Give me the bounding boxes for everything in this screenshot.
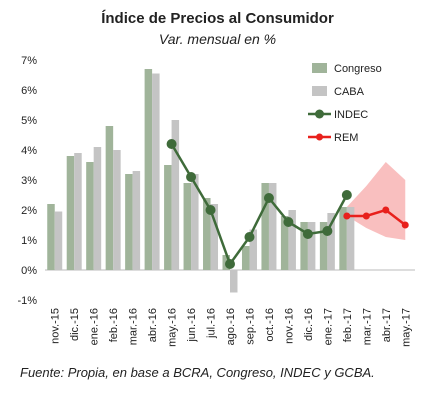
point-indec — [283, 217, 294, 227]
bar-caba — [152, 73, 160, 270]
x-tick-label: nov.-16 — [283, 308, 295, 344]
bar-caba — [113, 150, 121, 270]
point-rem — [362, 212, 370, 220]
bar-congreso — [164, 165, 172, 270]
y-tick-label: 2% — [21, 205, 37, 217]
x-tick-label: jun.-16 — [186, 308, 198, 343]
bar-congreso — [339, 207, 347, 270]
bar-caba — [191, 174, 199, 270]
bar-caba — [132, 171, 141, 270]
point-indec — [263, 193, 274, 203]
bar-congreso — [300, 222, 308, 270]
point-rem — [343, 212, 351, 220]
point-indec — [225, 259, 235, 269]
x-tick-label: oct.-16 — [264, 308, 276, 342]
legend-label-rem: REM — [334, 132, 358, 144]
x-tick-label: ene.-17 — [322, 308, 334, 345]
y-tick-label: 4% — [21, 145, 37, 157]
rem-band — [346, 162, 406, 240]
bar-congreso — [105, 126, 114, 270]
bar-caba — [249, 229, 257, 270]
point-indec — [302, 229, 313, 239]
bar-congreso — [125, 174, 133, 270]
bar-congreso — [280, 216, 289, 270]
point-indec — [166, 139, 177, 149]
x-tick-label: dic.-16 — [303, 308, 315, 341]
bar-caba — [210, 204, 219, 270]
x-tick-label: mar.-17 — [361, 308, 373, 345]
point-indec — [244, 232, 255, 242]
bar-caba — [307, 222, 316, 270]
chart-subtitle: Var. mensual en % — [158, 31, 277, 47]
x-tick-label: may.-16 — [167, 308, 179, 347]
bar-caba — [171, 120, 180, 270]
x-tick-label: mar.-16 — [128, 308, 140, 345]
x-tick-label: nov.-15 — [50, 308, 62, 344]
x-tick-label: abr.-16 — [147, 308, 159, 342]
y-tick-label: 6% — [21, 85, 37, 97]
x-tick-label: abr.-17 — [381, 308, 393, 342]
legend-label-congreso: Congreso — [334, 63, 382, 75]
x-tick-label: feb.-16 — [108, 308, 120, 342]
chart-title: Índice de Precios al Consumidor — [101, 10, 334, 27]
x-tick-label: feb.-17 — [342, 308, 354, 342]
bar-congreso — [203, 198, 211, 270]
legend-swatch-congreso — [312, 63, 327, 73]
y-tick-label: 0% — [21, 265, 37, 277]
bar-caba — [54, 211, 63, 270]
bar-caba — [74, 153, 82, 270]
bar-congreso — [319, 222, 328, 270]
y-tick-label: -1% — [17, 295, 37, 307]
legend-label-indec: INDEC — [334, 109, 368, 121]
legend-label-caba: CABA — [334, 86, 365, 98]
source-note: Fuente: Propia, en base a BCRA, Congreso… — [20, 365, 375, 380]
bar-congreso — [86, 162, 94, 270]
x-tick-label: ago.-16 — [225, 308, 237, 345]
point-rem — [401, 221, 409, 229]
y-tick-label: 1% — [21, 235, 37, 247]
bar-caba — [93, 147, 102, 270]
bar-congreso — [47, 204, 55, 270]
bar-caba — [346, 207, 355, 270]
x-tick-label: jul.-16 — [206, 308, 218, 339]
bar-caba — [230, 270, 238, 293]
bar-caba — [288, 210, 296, 270]
y-tick-label: 5% — [21, 115, 37, 127]
y-tick-label: 7% — [21, 55, 37, 67]
legend-swatch-caba — [312, 86, 327, 96]
bar-congreso — [66, 156, 75, 270]
x-tick-label: sep.-16 — [244, 308, 256, 345]
line-indec — [170, 143, 348, 267]
point-rem — [382, 206, 390, 214]
bar-congreso — [261, 183, 269, 270]
y-tick-label: 3% — [21, 175, 37, 187]
bar-caba — [327, 213, 335, 270]
x-tick-label: may.-17 — [400, 308, 412, 347]
point-indec — [341, 190, 352, 200]
bar-caba — [268, 183, 277, 270]
legend-marker-indec — [315, 109, 324, 119]
line-rem — [346, 208, 407, 226]
point-indec — [205, 205, 216, 215]
bar-congreso — [144, 69, 153, 270]
legend-marker-rem — [316, 133, 323, 141]
point-indec — [322, 226, 333, 236]
bar-congreso — [183, 183, 192, 270]
x-tick-label: ene.-16 — [89, 308, 101, 345]
x-tick-label: dic.-15 — [69, 308, 81, 341]
bar-congreso — [241, 246, 250, 270]
point-indec — [186, 172, 197, 182]
